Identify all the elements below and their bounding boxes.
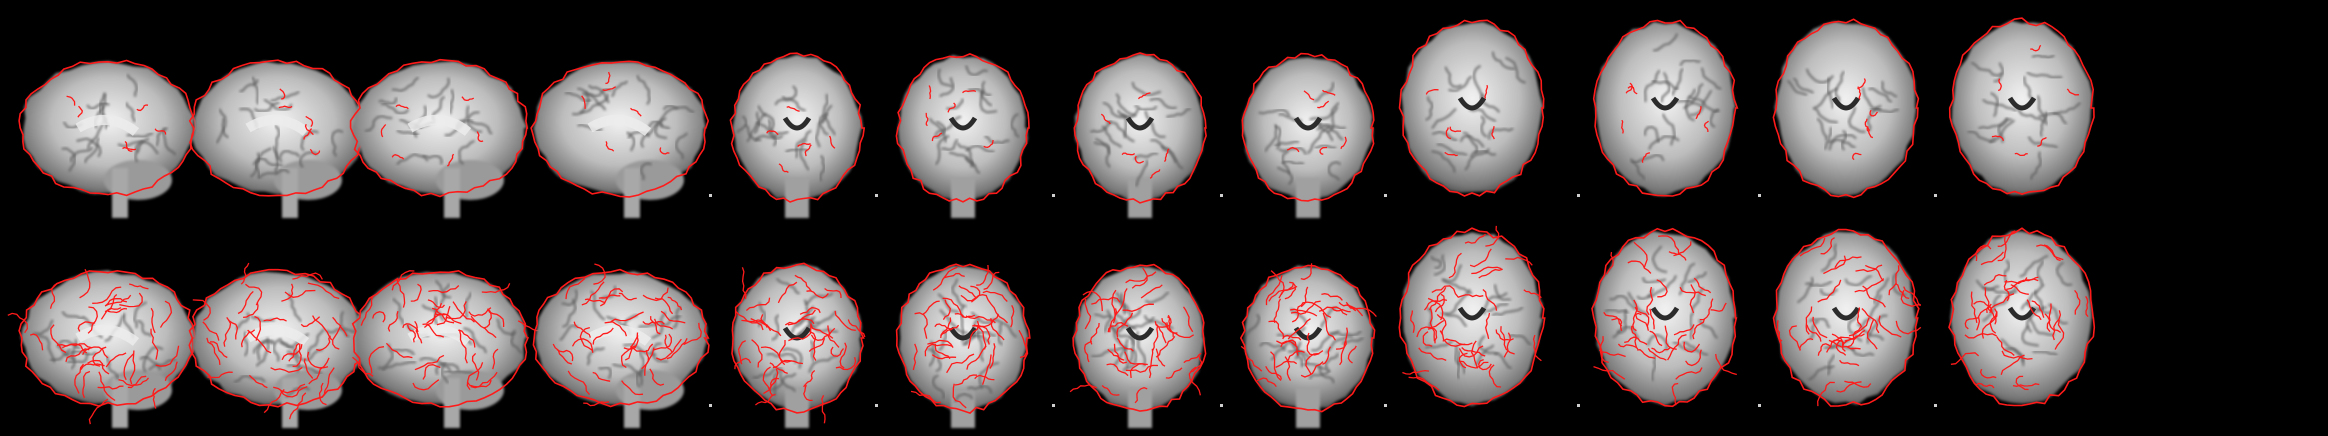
marker-dot <box>1577 404 1580 407</box>
axial-slice <box>1577 19 1739 197</box>
axial-slice <box>1934 227 2096 407</box>
sagittal-slice <box>349 58 529 218</box>
marker-dot <box>1220 404 1223 407</box>
coronal-slice <box>709 262 866 428</box>
axial-slice <box>1934 17 2095 197</box>
coronal-slice <box>1220 263 1377 428</box>
coronal-slice <box>875 263 1031 428</box>
axial-slice <box>1384 19 1545 197</box>
marker-dot <box>709 404 712 407</box>
axial-slice <box>1758 18 1920 199</box>
marker-dot <box>1758 194 1761 197</box>
marker-dot <box>875 404 878 407</box>
marker-dot <box>1577 194 1580 197</box>
sagittal-slice <box>532 263 710 428</box>
marker-dot <box>1052 404 1055 407</box>
sagittal-slice <box>530 60 710 218</box>
sagittal-slice <box>7 268 196 428</box>
sagittal-slice <box>188 59 368 218</box>
sagittal-slice <box>18 59 197 218</box>
coronal-slice <box>1052 52 1207 218</box>
marker-dot <box>1934 404 1937 407</box>
coronal-slice <box>875 53 1030 218</box>
sagittal-slice <box>188 262 367 428</box>
marker-dot <box>1934 194 1937 197</box>
sagittal-slice <box>351 269 545 428</box>
marker-dot <box>1052 194 1055 197</box>
marker-dot <box>1384 404 1387 407</box>
marker-dot <box>875 194 878 197</box>
detailed-contour-row <box>7 225 2096 428</box>
marker-dot <box>1220 194 1223 197</box>
marker-dot <box>1384 194 1387 197</box>
axial-slice <box>1758 228 1922 407</box>
marker-dot <box>1758 404 1761 407</box>
axial-slice <box>1384 225 1546 408</box>
boundary-outline-row <box>18 17 2095 218</box>
axial-slice <box>1577 227 1738 408</box>
coronal-slice <box>1220 52 1375 218</box>
marker-dot <box>709 194 712 197</box>
coronal-slice <box>709 52 866 218</box>
coronal-slice <box>1052 263 1207 428</box>
